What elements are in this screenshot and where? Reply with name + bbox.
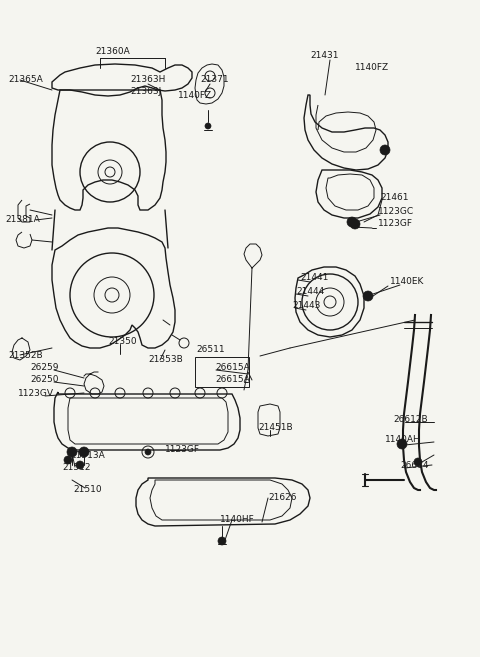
Circle shape [145, 449, 151, 455]
Text: 1140FZ: 1140FZ [355, 64, 389, 72]
Text: 21512: 21512 [62, 463, 91, 472]
Text: 1140FZ: 1140FZ [178, 91, 212, 99]
Text: 21363J: 21363J [130, 87, 161, 97]
Text: 26250: 26250 [30, 376, 59, 384]
Circle shape [363, 291, 373, 301]
Text: 21461: 21461 [380, 194, 408, 202]
Text: 21513A: 21513A [70, 451, 105, 459]
Text: 21363H: 21363H [130, 76, 166, 85]
Circle shape [397, 439, 407, 449]
Text: 26511: 26511 [196, 346, 225, 355]
Circle shape [218, 537, 226, 545]
Text: 21626: 21626 [268, 493, 297, 503]
Circle shape [414, 458, 422, 466]
Text: 21352B: 21352B [8, 350, 43, 359]
Text: 26614: 26614 [400, 461, 429, 470]
Text: 26615A: 26615A [215, 376, 250, 384]
Text: 21353B: 21353B [148, 355, 183, 365]
Text: 26259: 26259 [30, 363, 59, 373]
Text: 26615A: 26615A [215, 363, 250, 373]
Text: 26612B: 26612B [393, 415, 428, 424]
Circle shape [350, 219, 360, 229]
Text: 21350: 21350 [108, 338, 137, 346]
Circle shape [76, 461, 84, 469]
Text: 21444: 21444 [296, 288, 324, 296]
Text: 21441: 21441 [300, 273, 328, 283]
Circle shape [347, 217, 357, 227]
Text: 21510: 21510 [73, 486, 102, 495]
Text: 1140HF: 1140HF [220, 516, 255, 524]
Text: 21443: 21443 [292, 302, 320, 311]
Text: 1123GF: 1123GF [378, 219, 413, 229]
Text: 1123GC: 1123GC [378, 208, 414, 217]
Text: 1123GV: 1123GV [18, 388, 54, 397]
Text: 21431: 21431 [310, 51, 338, 60]
Circle shape [205, 123, 211, 129]
Text: 21381A: 21381A [5, 215, 40, 225]
Text: 21451B: 21451B [258, 424, 293, 432]
Text: 1123GF: 1123GF [165, 445, 200, 455]
Text: 1140AH: 1140AH [385, 436, 421, 445]
Text: 21360A: 21360A [95, 47, 130, 57]
Circle shape [67, 447, 77, 457]
Text: 21371: 21371 [200, 76, 228, 85]
Text: 21365A: 21365A [8, 76, 43, 85]
Circle shape [79, 447, 89, 457]
Circle shape [380, 145, 390, 155]
Circle shape [64, 456, 72, 464]
Text: 1140EK: 1140EK [390, 277, 424, 286]
